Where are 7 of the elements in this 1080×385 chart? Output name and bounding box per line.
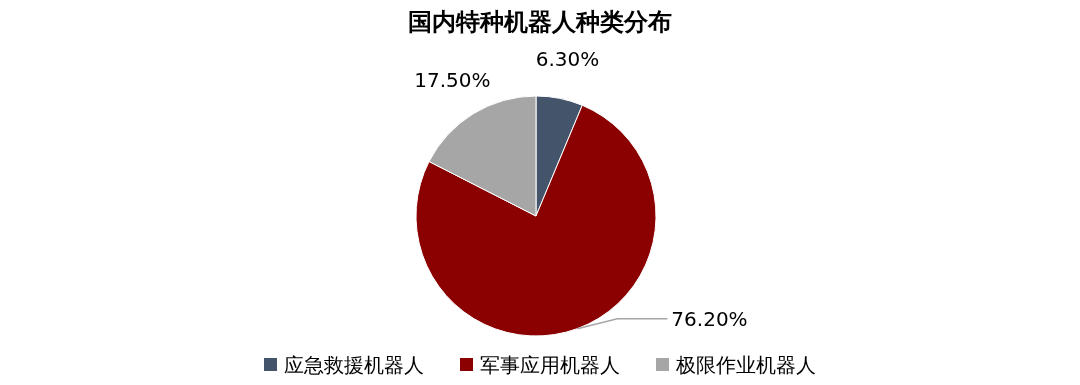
data-label: 76.20% xyxy=(671,306,748,331)
legend-label: 军事应用机器人 xyxy=(480,353,620,377)
chart-title: 国内特种机器人种类分布 xyxy=(408,8,672,36)
legend-label: 极限作业机器人 xyxy=(675,353,816,377)
data-label: 6.30% xyxy=(535,47,600,72)
legend-label: 应急救援机器人 xyxy=(284,353,424,377)
data-label: 17.50% xyxy=(414,67,491,92)
